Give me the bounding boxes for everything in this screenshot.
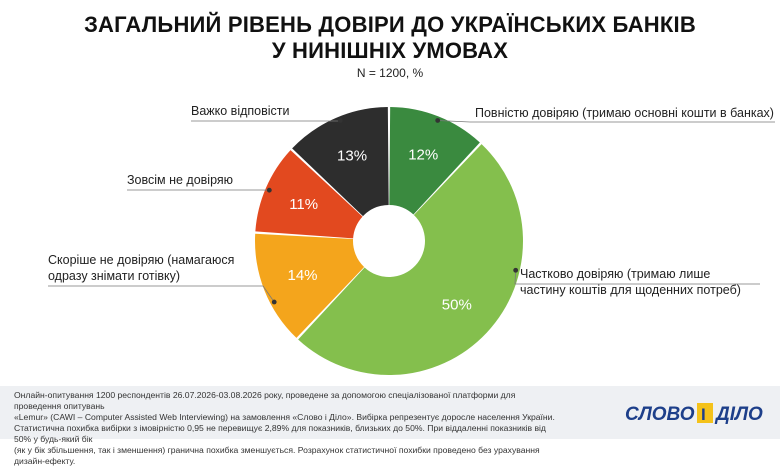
pct-partial-trust: 50% (442, 297, 472, 314)
label-partial-trust-line2: частину коштів для щоденних потреб) (520, 283, 741, 297)
label-not-at-all: Зовсім не довіряю (127, 173, 233, 187)
label-rather-not-line1: Скоріше не довіряю (намагаюся (48, 253, 234, 267)
pct-full-trust: 12% (408, 147, 438, 164)
svg-text:І: І (701, 405, 706, 424)
leader-full-trust (438, 120, 775, 122)
label-full-trust: Повністю довіряю (тримаю основні кошти в… (475, 106, 774, 120)
note-line-4: (як у бік збільшення, так і зменшення) г… (14, 445, 559, 467)
methodology-note: Онлайн-опитування 1200 респондентів 26.0… (14, 390, 559, 467)
pct-hard-to-say: 13% (337, 148, 367, 165)
pct-not-at-all: 11% (289, 196, 318, 213)
leader-partial-trust-dot (513, 268, 518, 273)
label-rather-not-line2: одразу знімати готівку) (48, 269, 180, 283)
leader-rather-not (48, 286, 274, 302)
slovo-i-dilo-logo: СЛОВО І ДІЛО (623, 400, 768, 426)
note-line-1: Онлайн-опитування 1200 респондентів 26.0… (14, 390, 559, 412)
note-line-3: Статистична похибка вибірки з імовірніст… (14, 423, 559, 445)
label-hard-to-say: Важко відповісти (191, 104, 290, 118)
svg-text:СЛОВО: СЛОВО (625, 404, 695, 425)
pct-rather-not: 14% (288, 267, 318, 284)
leader-hard-to-say (191, 120, 342, 121)
label-partial-trust-line1: Частково довіряю (тримаю лише (520, 267, 710, 281)
leader-hard-to-say-dot (338, 118, 343, 123)
note-line-2: «Lemur» (CAWI – Computer Assisted Web In… (14, 412, 559, 423)
leader-rather-not-dot (272, 300, 277, 305)
leader-full-trust-dot (435, 118, 440, 123)
leader-not-at-all-dot (267, 188, 272, 193)
donut-chart: 12% 50% 14% 11% 13% Повністю довіряю (тримаю… (0, 0, 780, 386)
svg-text:ДІЛО: ДІЛО (714, 404, 763, 425)
donut-slices (255, 107, 523, 375)
